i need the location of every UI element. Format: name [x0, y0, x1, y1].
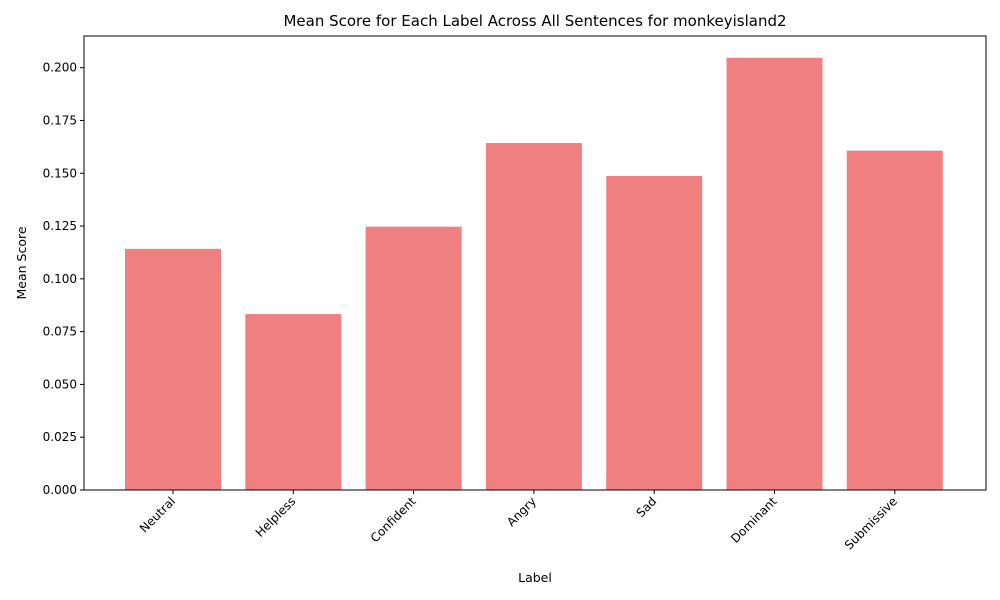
y-tick-label: 0.200	[43, 61, 77, 75]
bar-angry	[485, 143, 582, 490]
y-tick-label: 0.025	[43, 430, 77, 444]
y-tick-label: 0.125	[43, 219, 77, 233]
x-tick-label-dominant: Dominant	[728, 494, 780, 546]
x-axis: Neutral Helpless Confident Angry Sad Dominant…	[137, 490, 900, 552]
x-tick-label-helpless: Helpless	[253, 494, 299, 540]
y-tick-label: 0.000	[43, 483, 77, 497]
bar-confident	[365, 226, 462, 490]
x-tick-label-submissive: Submissive	[842, 494, 900, 552]
y-tick-label: 0.075	[43, 325, 77, 339]
bars-group	[125, 57, 943, 491]
bar-sad	[606, 176, 703, 491]
x-tick-label-angry: Angry	[504, 494, 539, 529]
y-tick-label: 0.050	[43, 377, 77, 391]
plot-frame	[83, 35, 987, 491]
x-tick-label-confident: Confident	[368, 494, 419, 545]
x-tick-label-sad: Sad	[633, 494, 659, 520]
y-tick-label: 0.100	[43, 272, 77, 286]
bar-submissive	[846, 150, 943, 491]
chart-title: Mean Score for Each Label Across All Sen…	[283, 12, 786, 30]
x-axis-label: Label	[518, 570, 552, 585]
x-tick-label-neutral: Neutral	[137, 494, 178, 535]
y-axis: 0.000 0.025 0.050 0.075 0.100 0.125 0.150 0.175…	[43, 61, 84, 497]
bar-dominant	[726, 57, 823, 491]
bar-helpless	[245, 314, 342, 490]
y-tick-label: 0.175	[43, 113, 77, 127]
bar-neutral	[125, 248, 221, 490]
y-tick-label: 0.150	[43, 166, 77, 180]
y-axis-label: Mean Score	[14, 226, 29, 299]
